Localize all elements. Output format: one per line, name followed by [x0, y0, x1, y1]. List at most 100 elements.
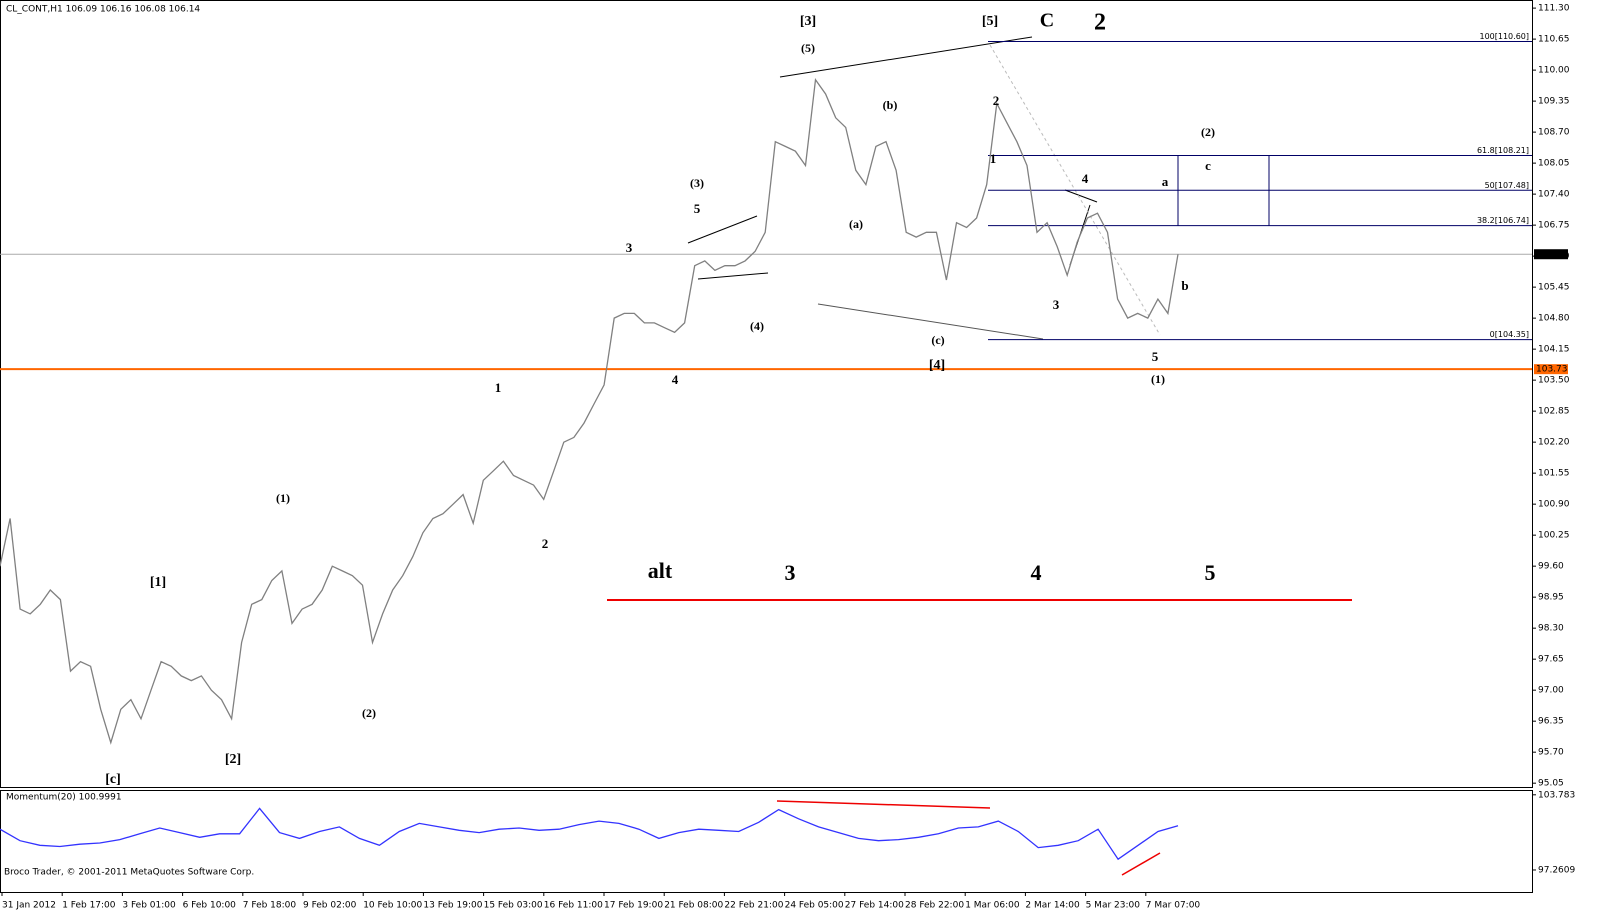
- y-tick-label: 103.783: [1538, 790, 1575, 800]
- x-tick-label: 5 Mar 23:00: [1086, 901, 1141, 911]
- trendline: [779, 36, 1033, 78]
- header: CL_CONT,H1 106.09 106.16 106.08 106.14: [6, 5, 200, 15]
- x-tick-label: 13 Feb 19:00: [423, 901, 482, 911]
- y-tick-label: 105.45: [1538, 283, 1570, 293]
- price-line: [0, 77, 1179, 745]
- fib-label: 0[104.35]: [1490, 330, 1529, 339]
- wave-label: [1]: [150, 575, 166, 590]
- y-tick-label: 104.15: [1538, 345, 1570, 355]
- price-panel: [0, 0, 1533, 788]
- y-tick-label: 100.90: [1538, 500, 1570, 510]
- y-tick-label: 102.20: [1538, 438, 1570, 448]
- y-tick-label: 97.2609: [1538, 865, 1575, 875]
- wave-label: 4: [1082, 171, 1089, 186]
- y-tick-label: 102.85: [1538, 407, 1570, 417]
- wave-label: 4: [1031, 560, 1042, 585]
- wave-label: (3): [690, 176, 704, 190]
- wave-label: 2: [993, 93, 1000, 108]
- y-tick-label: 103.50: [1538, 376, 1570, 386]
- divergence-line: [776, 800, 991, 809]
- wave-label: [3]: [800, 14, 816, 29]
- wave-label: (a): [849, 217, 863, 231]
- trendline: [817, 303, 1044, 340]
- x-tick-label: 6 Feb 10:00: [183, 901, 237, 911]
- momentum-line: [0, 807, 1179, 861]
- x-tick-label: 16 Feb 11:00: [544, 901, 603, 911]
- wave-label: (5): [801, 41, 815, 55]
- wave-label: alt: [648, 558, 673, 583]
- x-tick-label: 15 Feb 03:00: [484, 901, 543, 911]
- fib-label: 38.2[106.74]: [1477, 216, 1529, 225]
- y-tick-label: 111.30: [1538, 4, 1570, 14]
- wave-label: (4): [750, 319, 764, 333]
- footer: Broco Trader, © 2001-2011 MetaQuotes Sof…: [4, 868, 254, 878]
- y-tick-label: 101.55: [1538, 469, 1570, 479]
- x-tick-label: 9 Feb 02:00: [303, 901, 357, 911]
- y-tick-label: 110.00: [1538, 66, 1570, 76]
- price-tag: [1534, 249, 1568, 260]
- wave-label: (2): [362, 706, 376, 720]
- x-tick-label: 17 Feb 19:00: [604, 901, 663, 911]
- x-tick-label: 1 Mar 06:00: [965, 901, 1020, 911]
- y-tick-label: 110.65: [1538, 35, 1570, 45]
- wave-label: 5: [1205, 560, 1216, 585]
- y-tick-label: 104.80: [1538, 314, 1570, 324]
- wave-label: 3: [785, 560, 796, 585]
- y-tick-label: 97.00: [1538, 686, 1564, 696]
- support-tag-label: 103.73: [1536, 365, 1568, 375]
- momentum-panel: [0, 790, 1533, 893]
- wave-label: 5: [694, 201, 701, 216]
- wave-label: 4: [672, 372, 679, 387]
- x-tick-label: 1 Feb 17:00: [62, 901, 116, 911]
- wave-label: C: [1040, 10, 1054, 32]
- x-tick-label: 24 Feb 05:00: [785, 901, 844, 911]
- trendline: [697, 272, 769, 280]
- y-tick-label: 107.40: [1538, 190, 1570, 200]
- wave-label: b: [1181, 278, 1188, 293]
- fib-label: 50[107.48]: [1485, 181, 1529, 190]
- wave-label: 3: [1053, 297, 1060, 312]
- support-tag: [1534, 364, 1568, 375]
- trendline: [1064, 189, 1098, 203]
- x-tick-label: 7 Mar 07:00: [1146, 901, 1201, 911]
- wave-label: 1: [990, 151, 997, 166]
- x-tick-label: 28 Feb 22:00: [905, 901, 964, 911]
- y-tick-label: 100.25: [1538, 531, 1570, 541]
- wave-label: (2): [1201, 125, 1215, 139]
- wave-label: (b): [883, 98, 898, 112]
- wave-label: (c): [931, 333, 944, 347]
- wave-label: 2: [542, 536, 549, 551]
- y-tick-label: 109.35: [1538, 97, 1570, 107]
- fib-label: 100[110.60]: [1479, 32, 1529, 41]
- price-tag-label: 106.14: [1536, 250, 1568, 260]
- wave-label: [4]: [929, 358, 945, 373]
- x-tick-label: 2 Mar 14:00: [1025, 901, 1080, 911]
- y-tick-label: 95.05: [1538, 779, 1564, 789]
- x-tick-label: 22 Feb 21:00: [724, 901, 783, 911]
- x-tick-label: 31 Jan 2012: [2, 901, 56, 911]
- y-tick-label: 95.70: [1538, 748, 1564, 758]
- wave-label: 3: [626, 240, 633, 255]
- x-tick-label: 3 Feb 01:00: [122, 901, 176, 911]
- y-tick-label: 108.70: [1538, 128, 1570, 138]
- wave-label: [5]: [982, 14, 998, 29]
- y-tick-label: 108.05: [1538, 159, 1570, 169]
- wave-label: (1): [276, 491, 290, 505]
- wave-label: [2]: [225, 752, 241, 767]
- trendline: [687, 215, 758, 244]
- divergence-line: [1121, 852, 1161, 876]
- x-tick-label: 10 Feb 10:00: [363, 901, 422, 911]
- wave-label: 2: [1094, 10, 1106, 36]
- y-tick-label: 106.75: [1538, 221, 1570, 231]
- wave-label: 5: [1152, 349, 1159, 364]
- x-tick-label: 27 Feb 14:00: [845, 901, 904, 911]
- wave-label: c: [1205, 158, 1211, 173]
- x-tick-label: 7 Feb 18:00: [243, 901, 297, 911]
- wave-label: 1: [495, 380, 502, 395]
- y-tick-label: 96.35: [1538, 717, 1564, 727]
- wave-label: (1): [1151, 372, 1165, 386]
- y-tick-label: 98.95: [1538, 593, 1564, 603]
- y-tick-label: 97.65: [1538, 655, 1564, 665]
- wave-label: [c]: [105, 772, 121, 787]
